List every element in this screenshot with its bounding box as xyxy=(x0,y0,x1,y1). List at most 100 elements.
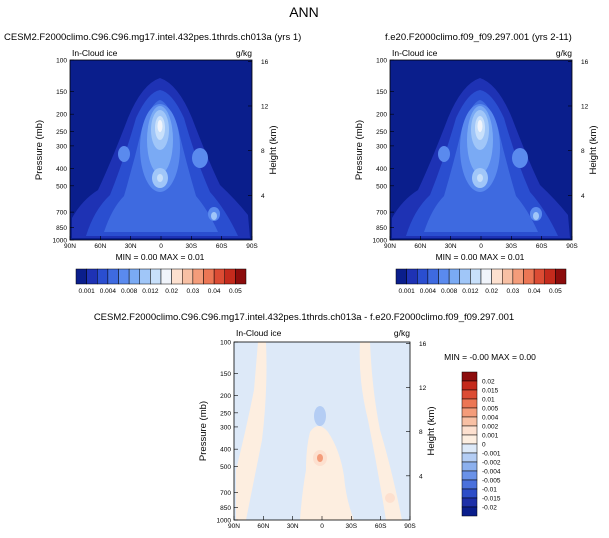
colorbar-swatch xyxy=(427,268,439,285)
colorbar-swatch xyxy=(150,268,162,285)
y-right-tick-label: 4 xyxy=(261,193,265,200)
x-tick-label: 90S xyxy=(246,243,258,250)
colorbar-label: 0.02 xyxy=(485,288,498,295)
panel-3-axes: 100 150 200 250 300 400 500 700 850 1000 4 8 12 16 90N… xyxy=(198,340,437,531)
colorbar-label: 0.04 xyxy=(528,288,541,295)
colorbar-swatch xyxy=(459,268,471,285)
colorbar-swatch xyxy=(192,268,204,285)
x-tick-label: 0 xyxy=(320,523,324,530)
colorbar-swatch xyxy=(235,268,247,285)
y-axis-label: Pressure (mb) xyxy=(34,120,45,180)
panel-3-stats: MIN = -0.00 MAX = 0.00 xyxy=(444,352,536,362)
colorbar-swatch xyxy=(75,268,87,285)
y-right-tick-label: 8 xyxy=(419,429,423,436)
panel-3-contours xyxy=(234,342,410,520)
panel-1-contours xyxy=(70,60,252,240)
colorbar-label: 0.05 xyxy=(549,288,562,295)
panel-1-units: g/kg xyxy=(236,48,252,58)
colorbar-swatch xyxy=(224,268,236,285)
colorbar-swatch xyxy=(461,407,478,418)
panel-3: CESM2.F2000climo.C96.C96.mg17.intel.432p… xyxy=(94,312,536,530)
colorbar-label: -0.004 xyxy=(482,469,501,476)
y-tick-label: 150 xyxy=(376,89,387,96)
y-right-tick-label: 8 xyxy=(581,148,585,155)
y-right-tick-label: 8 xyxy=(261,148,265,155)
colorbar-label: 0.004 xyxy=(420,288,437,295)
panel-2-contours xyxy=(390,60,572,240)
panel-2-title: f.e20.F2000climo.f09_f09.297.001 (yrs 2-… xyxy=(385,32,572,43)
x-tick-label: 30N xyxy=(445,243,457,250)
y-tick-label: 700 xyxy=(56,210,67,217)
y-tick-label: 1000 xyxy=(217,518,232,525)
colorbar-swatch xyxy=(461,470,478,481)
y-tick-label: 200 xyxy=(56,112,67,119)
colorbar-swatch xyxy=(461,461,478,472)
y-right-axis-label: Height (km) xyxy=(426,406,437,455)
colorbar-label: 0.04 xyxy=(208,288,221,295)
y-tick-label: 300 xyxy=(220,424,231,431)
y-right-tick-label: 12 xyxy=(581,103,589,110)
colorbar-swatch xyxy=(86,268,98,285)
y-right-tick-label: 4 xyxy=(419,473,423,480)
panel-3-field-label: In-Cloud ice xyxy=(236,328,282,338)
colorbar-label: -0.002 xyxy=(482,460,501,467)
y-right-tick-label: 16 xyxy=(581,59,589,66)
colorbar-swatch xyxy=(461,380,478,391)
colorbar-swatch xyxy=(480,268,492,285)
panel-3-units: g/kg xyxy=(394,328,410,338)
y-tick-label: 500 xyxy=(56,183,67,190)
panel-1-field-label: In-Cloud ice xyxy=(72,48,118,58)
y-tick-label: 250 xyxy=(376,129,387,136)
y-tick-label: 700 xyxy=(376,210,387,217)
colorbar-label: 0.015 xyxy=(482,388,499,395)
colorbar-label: 0 xyxy=(482,442,486,449)
colorbar-swatch xyxy=(461,371,478,382)
colorbar-label: -0.02 xyxy=(482,505,497,512)
colorbar-swatch xyxy=(461,506,478,517)
colorbar-swatch xyxy=(438,268,450,285)
y-tick-label: 300 xyxy=(56,143,67,150)
y-tick-label: 400 xyxy=(220,447,231,454)
colorbar-swatch xyxy=(461,443,478,454)
colorbar-swatch xyxy=(107,268,119,285)
colorbar-label: 0.03 xyxy=(187,288,200,295)
y-tick-label: 250 xyxy=(56,129,67,136)
colorbar-swatch xyxy=(448,268,460,285)
panel-1-title: CESM2.F2000climo.C96.C96.mg17.intel.432p… xyxy=(4,32,301,43)
y-tick-label: 200 xyxy=(220,393,231,400)
colorbar-swatch xyxy=(461,488,478,499)
y-tick-label: 850 xyxy=(56,225,67,232)
x-tick-label: 60N xyxy=(414,243,426,250)
colorbar-label: 0.001 xyxy=(482,433,499,440)
panel-1-colorbar: 0.001 0.004 0.008 0.012 0.02 0.03 0.04 0.05 xyxy=(75,268,247,295)
y-tick-label: 1000 xyxy=(53,238,68,245)
colorbar-label: 0.008 xyxy=(121,288,138,295)
colorbar-label: 0.008 xyxy=(441,288,458,295)
colorbar-swatch xyxy=(139,268,151,285)
colorbar-swatch xyxy=(395,268,407,285)
colorbar-swatch xyxy=(533,268,545,285)
x-tick-label: 60S xyxy=(536,243,548,250)
x-tick-label: 30N xyxy=(287,523,299,530)
colorbar-swatch xyxy=(502,268,514,285)
colorbar-label: 0.001 xyxy=(398,288,415,295)
panel-2-colorbar: 0.001 0.004 0.008 0.012 0.02 0.03 0.04 0.05 xyxy=(395,268,567,295)
colorbar-label: 0.01 xyxy=(482,397,495,404)
x-tick-label: 60S xyxy=(216,243,228,250)
colorbar-swatch xyxy=(417,268,429,285)
x-tick-label: 0 xyxy=(479,243,483,250)
colorbar-swatch xyxy=(461,452,478,463)
colorbar-swatch xyxy=(544,268,556,285)
colorbar-label: 0.005 xyxy=(482,406,499,413)
colorbar-swatch xyxy=(160,268,172,285)
y-right-tick-label: 12 xyxy=(419,385,427,392)
panel-1: CESM2.F2000climo.C96.C96.mg17.intel.432p… xyxy=(4,32,301,295)
colorbar-label: 0.002 xyxy=(482,424,499,431)
x-tick-label: 90N xyxy=(384,243,396,250)
colorbar-swatch xyxy=(470,268,482,285)
colorbar-label: -0.015 xyxy=(482,496,501,503)
colorbar-label: 0.012 xyxy=(462,288,479,295)
x-tick-label: 0 xyxy=(159,243,163,250)
colorbar-swatch xyxy=(406,268,418,285)
